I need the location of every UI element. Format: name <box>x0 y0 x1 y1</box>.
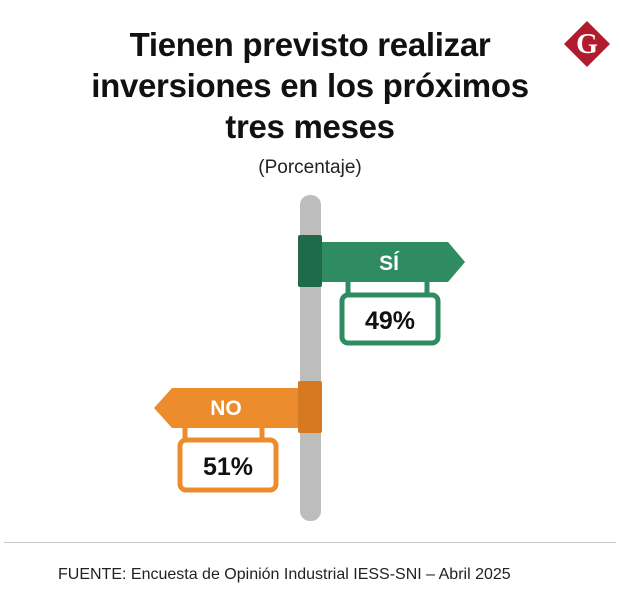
si-collar <box>298 235 322 287</box>
g-diamond-logo-icon: G <box>564 21 610 67</box>
chart-title: Tienen previsto realizar inversiones en l… <box>91 26 529 145</box>
si-value-box <box>339 292 441 346</box>
logo-diamond <box>564 21 610 67</box>
source-note: FUENTE: Encuesta de Opinión Industrial I… <box>58 566 511 583</box>
si-sign: SÍ 49% <box>298 235 465 346</box>
header: Tienen previsto realizar inversiones en l… <box>0 24 620 179</box>
signpost-chart: SÍ 49% NO 51% <box>154 195 465 521</box>
no-value-box <box>177 437 279 493</box>
footer-divider <box>4 542 616 543</box>
no-collar <box>298 381 322 433</box>
no-value-label: 51% <box>203 453 253 481</box>
no-arrow <box>154 388 303 428</box>
logo-letter: G <box>576 29 598 60</box>
no-label: NO <box>210 397 242 420</box>
si-label: SÍ <box>379 252 400 275</box>
chart-subtitle: (Porcentaje) <box>258 157 362 178</box>
no-sign: NO 51% <box>154 381 322 493</box>
si-arrow <box>318 242 465 282</box>
si-value-label: 49% <box>365 307 415 335</box>
